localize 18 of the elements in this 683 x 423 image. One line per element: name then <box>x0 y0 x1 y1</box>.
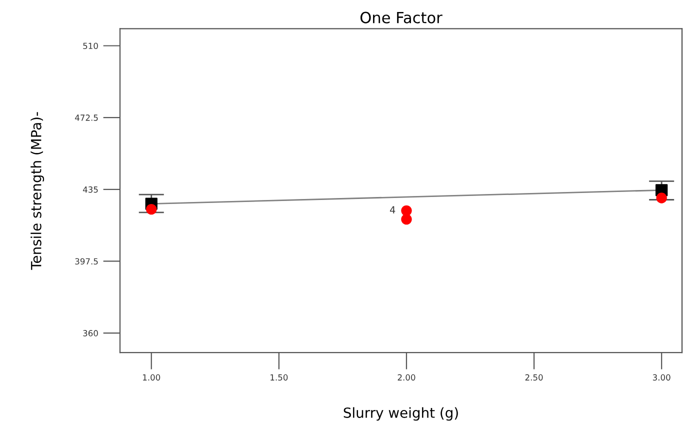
point <box>656 192 667 204</box>
x-tick-label: 2.50 <box>525 374 543 381</box>
y-tick-label: 435 <box>82 186 98 193</box>
y-tick-label: 360 <box>83 330 98 336</box>
x-tick-label: 1.00 <box>143 374 160 381</box>
y-tick-label: 510 <box>83 42 98 50</box>
point <box>146 204 157 215</box>
y-tick-label: 397.5 <box>75 258 98 265</box>
chart-title: One Factor <box>360 12 442 24</box>
point <box>401 205 412 216</box>
y-tick-label: 472.5 <box>75 114 98 121</box>
point <box>401 214 412 225</box>
x-tick-label: 1.50 <box>270 374 288 381</box>
x-axis-title: Slurry weight (g) <box>344 407 458 421</box>
annotation: 4 <box>390 206 396 214</box>
x-tick-label: 2.00 <box>398 374 416 381</box>
x-tick-label: 3.00 <box>652 374 670 381</box>
y-axis-title: Tensile strength (MPa)- <box>30 112 44 270</box>
